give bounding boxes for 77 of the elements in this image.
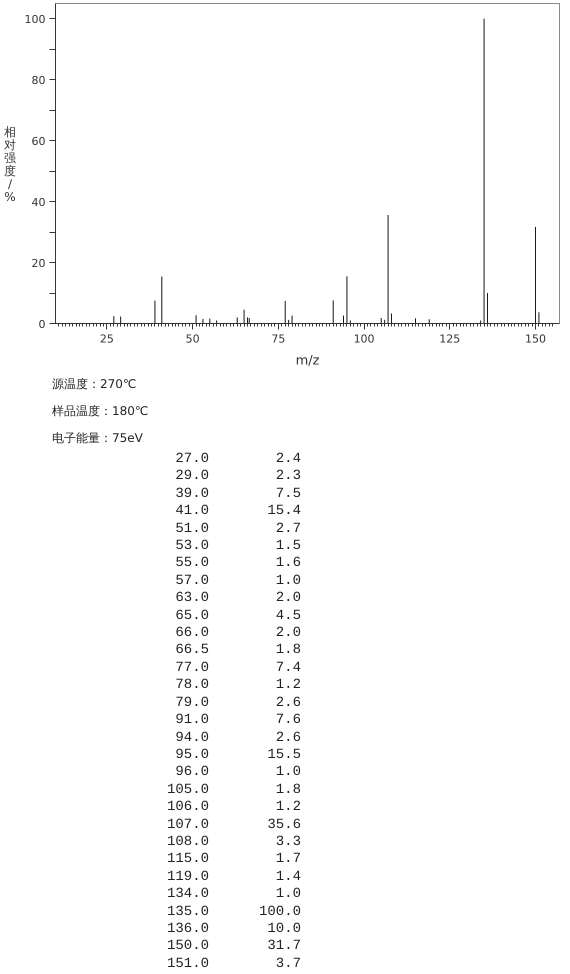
y-tick-label: 40 (32, 196, 46, 210)
text: 2.4 (274, 451, 301, 468)
text: 66.5 (174, 642, 209, 660)
text: 7.4 (274, 660, 301, 678)
y-tick-label: 60 (32, 135, 46, 148)
text: 151.0 (166, 956, 209, 974)
text: 55.0 (174, 555, 209, 573)
y-axis-title: 相对强度/% (4, 125, 16, 204)
text: 15.5 (266, 746, 301, 764)
text: 107.0 (166, 816, 209, 834)
text: 1.2 (274, 799, 301, 817)
text: 3.7 (274, 956, 301, 974)
x-tick-label: 75 (271, 332, 286, 346)
text: 35.6 (266, 816, 301, 834)
text: 15.4 (266, 503, 301, 521)
y-tick-label: 80 (32, 74, 46, 88)
x-tick-label: 25 (100, 332, 114, 346)
text: 106.0 (166, 799, 209, 817)
x-tick-label: 50 (186, 332, 200, 346)
text: 1.7 (274, 851, 301, 869)
text: 53.0 (174, 538, 209, 556)
text: 77.0 (174, 660, 209, 678)
y-tick-label: 100 (24, 13, 46, 26)
text: 1.6 (274, 555, 301, 573)
text: 1.2 (274, 677, 301, 695)
text: 94.0 (174, 730, 209, 747)
text: 2.3 (274, 468, 301, 486)
text: 2.0 (274, 625, 301, 642)
text: 29.0 (174, 468, 209, 486)
text: 91.0 (174, 712, 209, 730)
text: 27.0 (174, 451, 209, 468)
text: 65.0 (174, 608, 209, 626)
text: 31.7 (266, 938, 301, 956)
text: 1.4 (274, 868, 301, 886)
text: 1.0 (274, 886, 301, 904)
text: 7.5 (274, 486, 301, 504)
text: 115.0 (166, 851, 209, 869)
text: 源温度：270℃ (52, 376, 136, 392)
text: 100.0 (258, 904, 301, 921)
text: 134.0 (166, 886, 209, 904)
text: 78.0 (174, 677, 209, 695)
text: 1.8 (274, 642, 301, 660)
text: 7.6 (274, 712, 301, 730)
text: 4.5 (274, 608, 301, 626)
text: 1.5 (274, 538, 301, 556)
text: 119.0 (166, 868, 209, 886)
text: 95.0 (174, 746, 209, 764)
x-tick-label: 125 (439, 332, 460, 346)
y-tick-label: 20 (32, 257, 46, 270)
text: 108.0 (166, 834, 209, 852)
text: 79.0 (174, 694, 209, 712)
text: 10.0 (266, 920, 301, 938)
text: 51.0 (174, 520, 209, 538)
text: 66.0 (174, 625, 209, 642)
text: 2.6 (274, 730, 301, 747)
x-tick-label: 100 (354, 332, 375, 346)
text: 57.0 (174, 572, 209, 590)
text: 1.0 (274, 764, 301, 782)
text: 2.0 (274, 590, 301, 608)
y-tick-label: 0 (38, 318, 46, 331)
text: 1.8 (274, 782, 301, 800)
x-axis-title: m/z (296, 354, 320, 368)
text: 96.0 (174, 764, 209, 782)
text: 135.0 (166, 904, 209, 921)
text: 136.0 (166, 920, 209, 938)
text: 39.0 (174, 486, 209, 504)
text: 3.3 (274, 834, 301, 852)
text: 63.0 (174, 590, 209, 608)
text: 41.0 (174, 503, 209, 521)
text: 150.0 (166, 938, 209, 956)
text: 2.6 (274, 694, 301, 712)
text: 105.0 (166, 782, 209, 800)
text: 1.0 (274, 572, 301, 590)
text: 样品温度：180℃ (52, 403, 148, 419)
text: 电子能量：75eV (52, 430, 143, 446)
x-tick-label: 150 (525, 332, 546, 346)
text: 2.7 (274, 520, 301, 538)
